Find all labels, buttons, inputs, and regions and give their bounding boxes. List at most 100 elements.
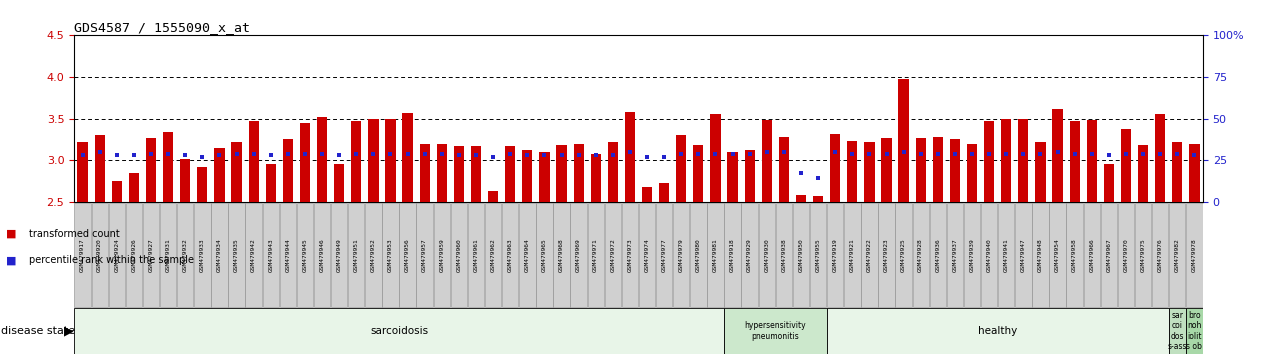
Bar: [335, 164, 345, 202]
Bar: [215, 148, 225, 202]
Bar: [129, 173, 139, 202]
FancyBboxPatch shape: [604, 203, 621, 307]
Bar: [386, 119, 396, 202]
Bar: [1052, 109, 1062, 202]
Text: GSM479925: GSM479925: [902, 238, 907, 272]
Bar: [1189, 144, 1199, 202]
FancyBboxPatch shape: [74, 308, 724, 354]
FancyBboxPatch shape: [331, 203, 347, 307]
FancyBboxPatch shape: [981, 203, 997, 307]
Text: GSM479920: GSM479920: [97, 238, 102, 272]
Text: GSM479981: GSM479981: [713, 238, 718, 272]
FancyBboxPatch shape: [673, 203, 690, 307]
FancyBboxPatch shape: [416, 203, 433, 307]
Text: ▶: ▶: [64, 325, 74, 337]
Bar: [916, 138, 926, 202]
Text: GSM479939: GSM479939: [969, 238, 974, 272]
Bar: [317, 117, 327, 202]
FancyBboxPatch shape: [879, 203, 895, 307]
FancyBboxPatch shape: [913, 203, 928, 307]
Bar: [985, 121, 995, 202]
Bar: [932, 137, 942, 202]
Text: transformed count: transformed count: [29, 229, 120, 239]
FancyBboxPatch shape: [656, 203, 673, 307]
Bar: [659, 183, 669, 202]
Bar: [813, 196, 824, 202]
Bar: [693, 145, 704, 202]
FancyBboxPatch shape: [263, 203, 278, 307]
Text: GSM479967: GSM479967: [1106, 238, 1111, 272]
Bar: [351, 121, 361, 202]
Text: GSM479958: GSM479958: [1073, 238, 1078, 272]
Text: bro
noh
iolit
s ob: bro noh iolit s ob: [1186, 311, 1203, 351]
FancyBboxPatch shape: [434, 203, 450, 307]
Bar: [608, 142, 618, 202]
FancyBboxPatch shape: [946, 203, 963, 307]
FancyBboxPatch shape: [382, 203, 398, 307]
Bar: [624, 112, 635, 202]
FancyBboxPatch shape: [1117, 203, 1134, 307]
FancyBboxPatch shape: [810, 203, 826, 307]
Text: GSM479953: GSM479953: [388, 238, 393, 272]
FancyBboxPatch shape: [365, 203, 382, 307]
FancyBboxPatch shape: [690, 203, 706, 307]
Text: GSM479952: GSM479952: [370, 238, 375, 272]
Text: GSM479968: GSM479968: [559, 238, 564, 272]
Bar: [111, 181, 123, 202]
Text: GSM479938: GSM479938: [782, 238, 787, 272]
FancyBboxPatch shape: [1168, 203, 1185, 307]
Text: ■: ■: [6, 229, 17, 239]
FancyBboxPatch shape: [724, 308, 826, 354]
Text: GSM479951: GSM479951: [354, 238, 359, 272]
FancyBboxPatch shape: [707, 203, 724, 307]
FancyBboxPatch shape: [125, 203, 142, 307]
Bar: [967, 144, 977, 202]
Bar: [642, 187, 653, 202]
Text: GSM479923: GSM479923: [884, 238, 889, 272]
FancyBboxPatch shape: [520, 203, 535, 307]
Bar: [437, 144, 447, 202]
Text: GSM479942: GSM479942: [252, 238, 257, 272]
FancyBboxPatch shape: [178, 203, 193, 307]
Text: GSM479926: GSM479926: [132, 238, 137, 272]
Text: GSM479933: GSM479933: [199, 238, 204, 272]
FancyBboxPatch shape: [1168, 308, 1186, 354]
FancyBboxPatch shape: [1050, 203, 1066, 307]
FancyBboxPatch shape: [143, 203, 160, 307]
Bar: [300, 123, 310, 202]
FancyBboxPatch shape: [109, 203, 125, 307]
Text: disease state: disease state: [1, 326, 75, 336]
Bar: [590, 154, 601, 202]
Text: GSM479973: GSM479973: [627, 238, 632, 272]
FancyBboxPatch shape: [553, 203, 570, 307]
Text: GSM479959: GSM479959: [439, 238, 444, 272]
Text: GSM479922: GSM479922: [867, 238, 872, 272]
Text: GSM479962: GSM479962: [490, 238, 495, 272]
Bar: [796, 195, 806, 202]
FancyBboxPatch shape: [451, 203, 467, 307]
FancyBboxPatch shape: [571, 203, 587, 307]
Text: GSM479964: GSM479964: [525, 238, 530, 272]
FancyBboxPatch shape: [587, 203, 604, 307]
FancyBboxPatch shape: [826, 308, 1168, 354]
FancyBboxPatch shape: [1186, 308, 1203, 354]
Text: percentile rank within the sample: percentile rank within the sample: [29, 255, 194, 265]
Bar: [881, 138, 891, 202]
Bar: [950, 139, 960, 202]
FancyBboxPatch shape: [211, 203, 227, 307]
Text: hypersensitivity
pneumonitis: hypersensitivity pneumonitis: [744, 321, 806, 341]
Bar: [557, 145, 567, 202]
Text: GSM479934: GSM479934: [217, 238, 222, 272]
Bar: [506, 146, 516, 202]
Text: GSM479961: GSM479961: [474, 238, 479, 272]
FancyBboxPatch shape: [1152, 203, 1168, 307]
FancyBboxPatch shape: [1101, 203, 1117, 307]
Bar: [471, 146, 481, 202]
FancyBboxPatch shape: [638, 203, 655, 307]
FancyBboxPatch shape: [1186, 203, 1203, 307]
FancyBboxPatch shape: [1032, 203, 1048, 307]
Text: GSM479979: GSM479979: [679, 238, 683, 272]
FancyBboxPatch shape: [1066, 203, 1083, 307]
Text: GSM479971: GSM479971: [594, 238, 598, 272]
Text: GSM479963: GSM479963: [508, 238, 513, 272]
